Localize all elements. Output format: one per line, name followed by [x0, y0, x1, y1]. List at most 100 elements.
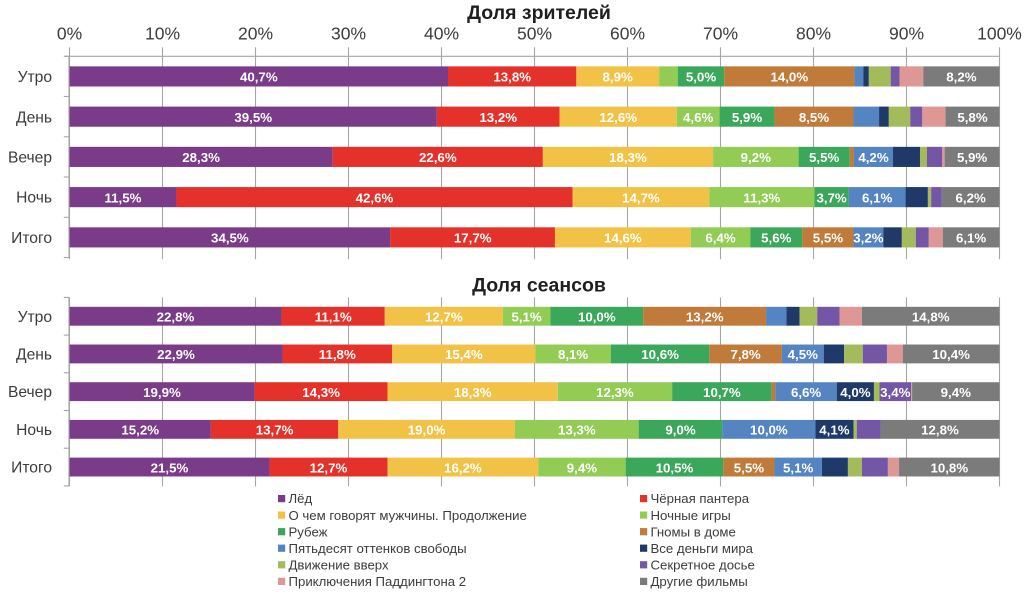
svg-text:4,0%: 4,0% — [840, 385, 870, 400]
svg-text:4,2%: 4,2% — [858, 150, 888, 165]
svg-text:7,8%: 7,8% — [730, 347, 760, 362]
svg-text:19,9%: 19,9% — [143, 385, 181, 400]
svg-text:Гномы в доме: Гномы в доме — [651, 524, 736, 539]
svg-text:50%: 50% — [517, 24, 552, 44]
svg-text:30%: 30% — [331, 24, 366, 44]
svg-text:15,2%: 15,2% — [121, 423, 159, 438]
svg-text:14,6%: 14,6% — [604, 231, 642, 246]
svg-text:Утро: Утро — [18, 69, 53, 86]
svg-text:28,3%: 28,3% — [182, 150, 220, 165]
svg-text:40,7%: 40,7% — [240, 70, 278, 85]
svg-text:8,1%: 8,1% — [558, 347, 588, 362]
svg-text:5,5%: 5,5% — [734, 460, 764, 475]
svg-text:5,1%: 5,1% — [783, 460, 813, 475]
svg-text:10,6%: 10,6% — [641, 347, 679, 362]
svg-text:10,5%: 10,5% — [656, 460, 694, 475]
svg-text:Вечер: Вечер — [8, 150, 52, 167]
svg-text:19,0%: 19,0% — [408, 423, 446, 438]
svg-text:10,8%: 10,8% — [930, 460, 968, 475]
svg-text:20%: 20% — [238, 24, 273, 44]
svg-text:9,0%: 9,0% — [665, 423, 695, 438]
svg-text:5,1%: 5,1% — [511, 310, 541, 325]
svg-text:17,7%: 17,7% — [454, 231, 492, 246]
svg-text:10,0%: 10,0% — [578, 310, 616, 325]
svg-text:80%: 80% — [796, 24, 831, 44]
svg-text:22,8%: 22,8% — [157, 310, 195, 325]
svg-text:6,1%: 6,1% — [862, 190, 892, 205]
svg-text:6,4%: 6,4% — [705, 231, 735, 246]
svg-text:12,8%: 12,8% — [921, 423, 959, 438]
svg-text:День: День — [16, 347, 52, 364]
svg-text:6,2%: 6,2% — [956, 190, 986, 205]
svg-text:6,1%: 6,1% — [956, 231, 986, 246]
svg-text:13,8%: 13,8% — [493, 70, 531, 85]
svg-text:5,9%: 5,9% — [957, 150, 987, 165]
svg-text:15,4%: 15,4% — [445, 347, 483, 362]
svg-text:21,5%: 21,5% — [151, 460, 189, 475]
svg-text:Итого: Итого — [11, 230, 52, 247]
svg-text:4,6%: 4,6% — [683, 110, 713, 125]
svg-text:10,4%: 10,4% — [932, 347, 970, 362]
svg-text:5,6%: 5,6% — [761, 231, 791, 246]
svg-text:Секретное досье: Секретное досье — [651, 557, 755, 572]
svg-text:Ночь: Ночь — [16, 190, 52, 207]
svg-text:О чем говорят мужчины. Продолж: О чем говорят мужчины. Продолжение — [289, 508, 527, 523]
svg-text:5,0%: 5,0% — [686, 70, 716, 85]
svg-text:3,4%: 3,4% — [880, 385, 910, 400]
svg-text:8,5%: 8,5% — [799, 110, 829, 125]
svg-text:14,7%: 14,7% — [622, 190, 660, 205]
svg-text:42,6%: 42,6% — [356, 190, 394, 205]
svg-text:40%: 40% — [424, 24, 459, 44]
svg-text:11,3%: 11,3% — [743, 190, 780, 205]
svg-text:100%: 100% — [977, 24, 1022, 44]
svg-text:Чёрная пантера: Чёрная пантера — [651, 491, 750, 506]
svg-text:9,2%: 9,2% — [741, 150, 771, 165]
svg-text:90%: 90% — [889, 24, 924, 44]
svg-text:5,9%: 5,9% — [732, 110, 762, 125]
svg-text:Утро: Утро — [18, 309, 53, 326]
svg-text:39,5%: 39,5% — [234, 110, 272, 125]
svg-text:Все деньги мира: Все деньги мира — [651, 541, 754, 556]
svg-text:4,5%: 4,5% — [788, 347, 818, 362]
svg-text:11,8%: 11,8% — [319, 347, 356, 362]
svg-text:6,6%: 6,6% — [791, 385, 821, 400]
svg-text:Приключения Паддингтона 2: Приключения Паддингтона 2 — [289, 574, 467, 589]
svg-text:Итого: Итого — [11, 460, 52, 477]
svg-text:10,0%: 10,0% — [750, 423, 788, 438]
svg-text:13,2%: 13,2% — [686, 310, 724, 325]
svg-text:Доля зрителей: Доля зрителей — [467, 2, 611, 24]
svg-text:3,7%: 3,7% — [816, 190, 846, 205]
svg-text:3,2%: 3,2% — [853, 231, 883, 246]
svg-text:8,9%: 8,9% — [603, 70, 633, 85]
svg-text:5,8%: 5,8% — [957, 110, 987, 125]
svg-text:9,4%: 9,4% — [941, 385, 971, 400]
svg-text:9,4%: 9,4% — [567, 460, 597, 475]
svg-text:11,5%: 11,5% — [105, 190, 142, 205]
svg-text:Рубеж: Рубеж — [289, 524, 328, 539]
svg-text:Ночные игры: Ночные игры — [651, 508, 731, 523]
svg-text:12,3%: 12,3% — [596, 385, 634, 400]
svg-text:10,7%: 10,7% — [703, 385, 741, 400]
svg-text:18,3%: 18,3% — [454, 385, 492, 400]
svg-text:13,2%: 13,2% — [479, 110, 517, 125]
svg-text:8,2%: 8,2% — [946, 70, 976, 85]
svg-text:14,8%: 14,8% — [912, 310, 950, 325]
svg-text:Вечер: Вечер — [8, 384, 52, 401]
svg-text:13,7%: 13,7% — [256, 423, 294, 438]
svg-text:11,1%: 11,1% — [315, 310, 352, 325]
svg-text:22,6%: 22,6% — [419, 150, 457, 165]
svg-text:12,7%: 12,7% — [310, 460, 348, 475]
svg-text:16,2%: 16,2% — [444, 460, 482, 475]
svg-text:Ночь: Ночь — [16, 422, 52, 439]
svg-text:13,3%: 13,3% — [558, 423, 596, 438]
svg-text:Доля сеансов: Доля сеансов — [472, 275, 606, 297]
svg-text:4,1%: 4,1% — [819, 423, 849, 438]
svg-text:14,0%: 14,0% — [770, 70, 808, 85]
svg-text:70%: 70% — [703, 24, 738, 44]
svg-text:12,6%: 12,6% — [599, 110, 637, 125]
svg-text:Движение вверх: Движение вверх — [289, 557, 389, 572]
svg-text:5,5%: 5,5% — [813, 231, 843, 246]
svg-text:10%: 10% — [145, 24, 180, 44]
svg-text:60%: 60% — [610, 24, 645, 44]
svg-text:12,7%: 12,7% — [425, 310, 463, 325]
